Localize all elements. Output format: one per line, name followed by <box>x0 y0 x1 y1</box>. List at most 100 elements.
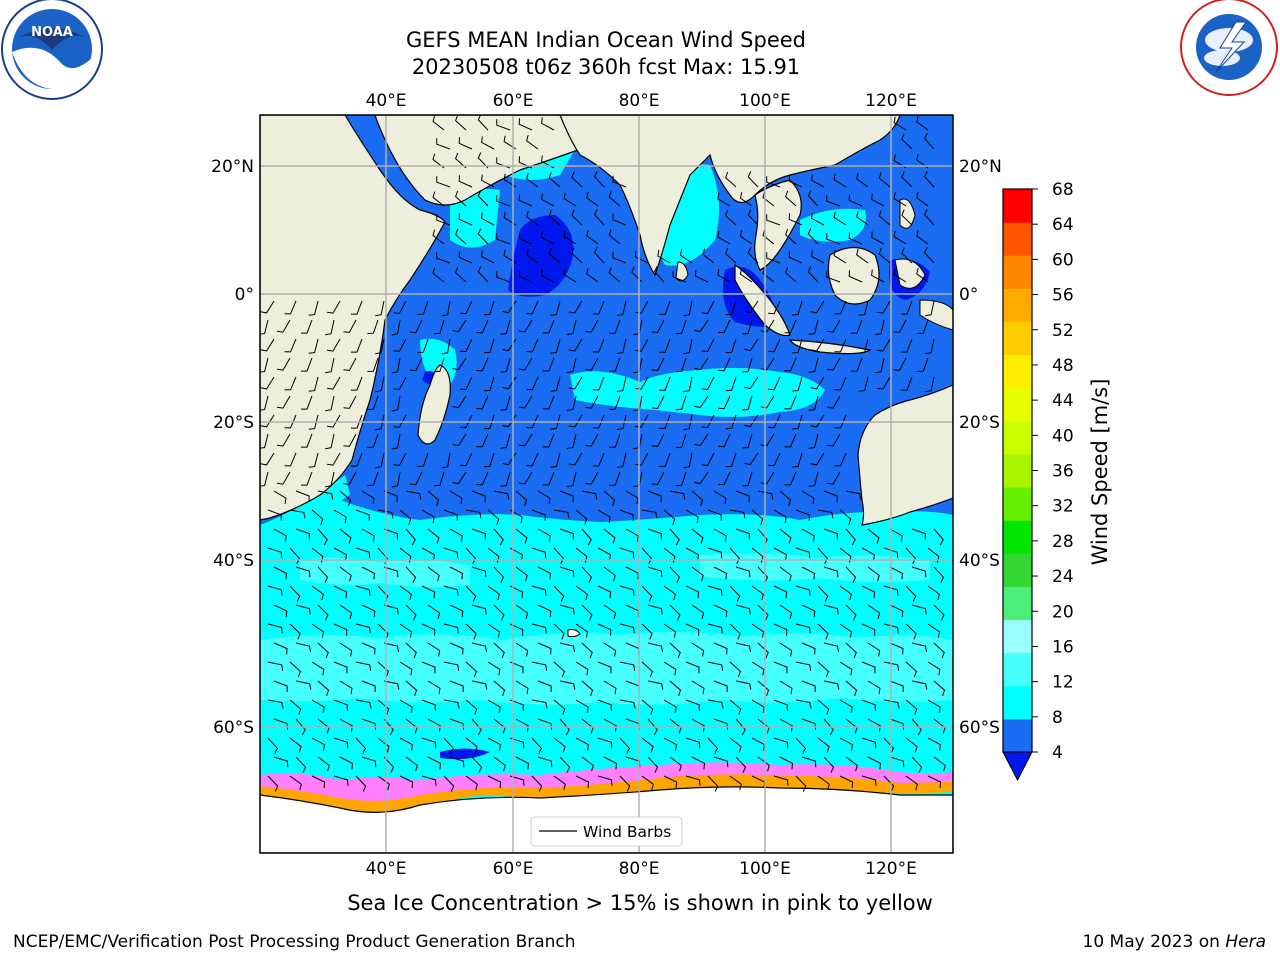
wind-barb <box>911 718 922 736</box>
wind-barb <box>669 528 680 546</box>
wind-barb <box>311 775 326 789</box>
wind-barb <box>597 699 612 711</box>
south-asia <box>559 115 901 277</box>
wind-barb <box>325 319 335 336</box>
colorbar-segment <box>1003 420 1032 455</box>
wind-barb <box>744 452 759 466</box>
wind-barb <box>694 357 709 371</box>
wind-barb <box>635 338 649 352</box>
wind-barb <box>747 171 759 188</box>
wind-barb <box>875 357 885 374</box>
wind-barb <box>333 585 348 599</box>
wind-barb <box>405 490 422 500</box>
wind-barb <box>542 357 555 372</box>
wind-barb <box>500 357 511 373</box>
wind-barb <box>691 680 705 695</box>
wind-barb <box>669 718 682 734</box>
wind-barb <box>477 228 489 245</box>
wind-barb <box>747 209 759 226</box>
wind-barb <box>834 338 847 353</box>
wind-barb <box>343 433 357 447</box>
wind-barb <box>375 376 385 393</box>
wind-barb <box>739 268 753 283</box>
wind-barb <box>526 300 539 315</box>
wind-barb <box>421 699 436 711</box>
wind-barb <box>916 267 929 283</box>
wind-barb <box>493 490 510 500</box>
wind-barb <box>487 509 500 525</box>
wind-barb <box>295 604 311 615</box>
wind-barb <box>377 699 390 715</box>
colorbar-segment <box>1003 453 1032 488</box>
wind-barb <box>608 191 621 207</box>
wind-barb <box>766 252 781 264</box>
wind-barb <box>916 191 929 207</box>
wind-barb <box>707 547 723 559</box>
wind-barb <box>683 338 693 355</box>
wind-barb <box>808 319 819 335</box>
wind-barb <box>317 718 330 734</box>
wind-barb <box>801 490 815 505</box>
wind-barb <box>333 737 349 749</box>
wind-barb <box>526 414 539 429</box>
wind-barb <box>742 319 753 335</box>
wind-barb <box>725 414 737 430</box>
wind-barb <box>421 509 435 523</box>
wind-barb <box>871 269 885 283</box>
wind-barb <box>493 566 505 583</box>
wind-barb <box>785 266 797 283</box>
wind-barb <box>924 132 935 150</box>
wind-barb <box>742 471 753 487</box>
colorbar-tick-label: 36 <box>1052 462 1074 482</box>
wind-barb <box>267 699 284 709</box>
wind-barb <box>273 680 288 692</box>
colorbar-tick-label: 28 <box>1052 532 1074 552</box>
wind-barb <box>542 319 555 334</box>
wind-barb <box>284 338 297 353</box>
wind-barb <box>845 756 858 772</box>
wind-barb <box>493 680 506 696</box>
wind-barb <box>553 737 566 753</box>
wind-barb <box>518 232 533 245</box>
wind-barb <box>713 680 728 692</box>
wind-barb <box>531 737 542 755</box>
lon-label-bottom: 100°E <box>739 859 791 879</box>
wind-barb <box>641 509 658 519</box>
wind-barb <box>355 509 370 521</box>
wind-barb <box>817 623 829 640</box>
wind-barb <box>427 680 441 695</box>
wind-barb <box>308 300 319 316</box>
lat-label-left: 20°S <box>213 413 254 433</box>
wind-barb <box>744 300 759 314</box>
wind-barb <box>295 490 310 502</box>
wind-barb <box>289 661 301 678</box>
wind-barb <box>458 175 473 188</box>
wind-barb <box>493 756 506 772</box>
colorbar-under-arrow <box>1002 751 1033 782</box>
wind-barb <box>311 661 325 676</box>
wind-barb <box>581 604 593 621</box>
wind-barb <box>355 623 371 634</box>
map-title-line2: 20230508 t06z 360h fcst Max: 15.91 <box>411 55 801 79</box>
wind-barb <box>647 680 664 690</box>
wind-barb <box>901 171 913 188</box>
wind-barb <box>663 737 677 751</box>
wind-barb <box>597 547 611 561</box>
wind-barb <box>785 228 797 245</box>
wind-barb <box>861 775 877 786</box>
wind-barb <box>744 376 759 390</box>
wind-barb <box>823 756 835 773</box>
wind-barb <box>317 642 329 659</box>
wind-barb <box>762 267 775 283</box>
wind-barb <box>659 338 671 353</box>
wind-barb <box>559 642 575 653</box>
wind-barb <box>343 319 357 333</box>
wind-barb <box>267 509 282 521</box>
wind-barb <box>933 718 946 734</box>
wind-barb <box>367 395 379 410</box>
wind-barb <box>594 170 605 188</box>
wind-barb <box>609 357 621 372</box>
wind-barb <box>713 566 728 580</box>
wind-barb <box>883 547 899 559</box>
wind-barb <box>515 756 530 770</box>
